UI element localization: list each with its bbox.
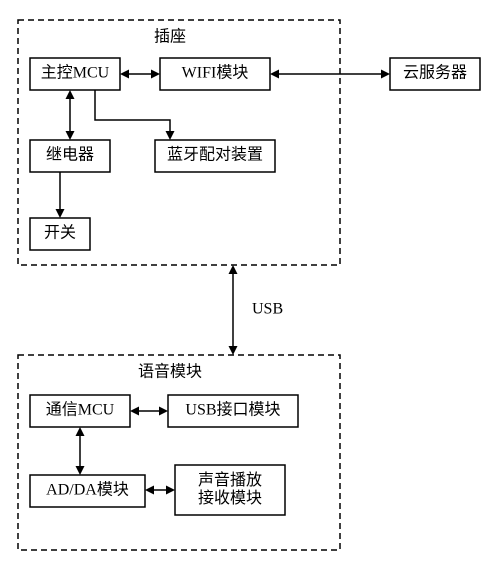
voice-group <box>18 355 340 550</box>
edge-label-socket-voice: USB <box>252 301 283 318</box>
edge-mcu-bt <box>95 90 170 135</box>
node-label-bt: 蓝牙配对装置 <box>167 146 263 164</box>
voice-group-label: 语音模块 <box>138 363 202 381</box>
node-label-relay: 继电器 <box>46 146 94 164</box>
node-label-wifi: WIFI模块 <box>182 64 249 82</box>
node-label-usb-if: USB接口模块 <box>185 401 280 419</box>
node-label-cloud: 云服务器 <box>403 64 467 82</box>
node-label-mcu: 主控MCU <box>41 64 110 82</box>
node-label-switch: 开关 <box>44 224 76 242</box>
node-label-adda: AD/DA模块 <box>46 481 129 499</box>
node-label-comm-mcu: 通信MCU <box>46 401 115 419</box>
socket-group-label: 插座 <box>154 28 186 46</box>
